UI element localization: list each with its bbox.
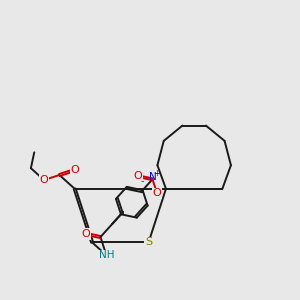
Text: O: O xyxy=(40,175,48,185)
Text: -: - xyxy=(141,176,144,187)
Text: O: O xyxy=(82,229,90,239)
Text: O: O xyxy=(134,171,142,181)
Text: S: S xyxy=(145,237,152,248)
Text: S: S xyxy=(145,237,152,248)
Text: +: + xyxy=(154,169,160,178)
Text: NH: NH xyxy=(99,250,114,260)
Text: O: O xyxy=(70,165,79,175)
Text: O: O xyxy=(153,188,161,198)
Text: N: N xyxy=(148,172,156,182)
